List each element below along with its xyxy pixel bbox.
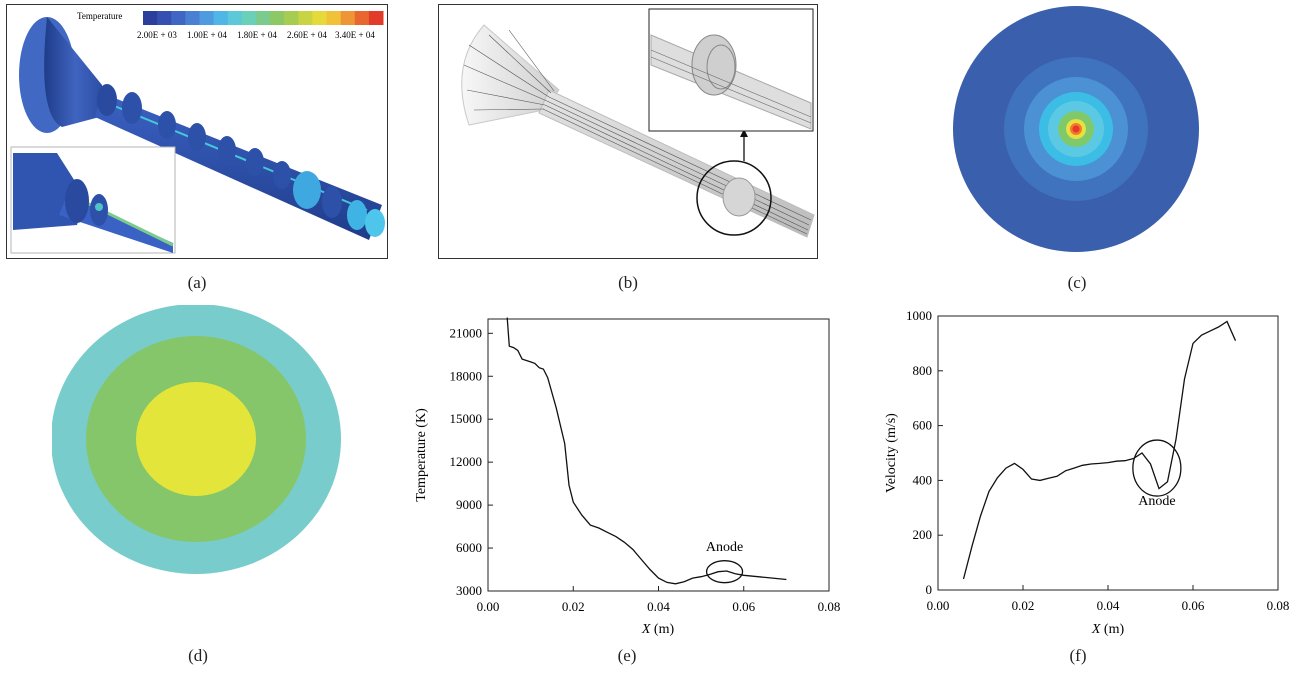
chart-marks: 0.00 0.02 0.04 0.06 0.08 3000 6000 9000 12000 150… — [450, 317, 841, 614]
y-tick-label: 9000 — [456, 497, 482, 512]
legend-label: 2.60E + 04 — [287, 30, 327, 40]
anode-annotation: Anode — [706, 540, 743, 555]
cross-section-disk-d — [51, 304, 341, 574]
colorbar-swatch — [284, 11, 299, 25]
anode-bulge — [722, 177, 756, 217]
y-tick-label: 400 — [913, 472, 933, 487]
plot-frame — [937, 315, 1279, 591]
x-tick-label: 0.04 — [1097, 598, 1120, 613]
temperature-line-chart: Temperature (K) X (m) 0.00 0.02 0.04 0.06 0.… — [414, 317, 841, 637]
x-axis-label-unit: (m) — [650, 622, 674, 637]
colorbar-swatch — [143, 11, 158, 25]
colorbar-swatch — [255, 11, 271, 25]
x-axis-label-unit: (m) — [1100, 622, 1124, 637]
velocity-line-chart: Velocity (m/s) X (m) 0.00 0.02 0.04 0.06 0.0… — [884, 308, 1289, 637]
x-axis-label-symbol: X — [641, 622, 651, 637]
y-tick-label: 18000 — [450, 368, 483, 383]
panel-a-inset — [10, 146, 176, 254]
legend-label: 3.40E + 04 — [335, 30, 375, 40]
y-tick-label: 15000 — [450, 411, 483, 426]
x-axis-label: X (m) — [641, 622, 675, 637]
panel-b-flow-lines — [461, 8, 815, 238]
y-tick-label: 12000 — [450, 454, 483, 469]
panel-f: Velocity (m/s) X (m) 0.00 0.02 0.04 0.06 0.0… — [875, 308, 1295, 638]
y-tick-label: 200 — [913, 527, 933, 542]
legend-label: 1.00E + 04 — [187, 30, 227, 40]
colorbar-swatch — [368, 11, 384, 25]
x-axis-label-symbol: X — [1091, 622, 1101, 637]
y-axis-label: Temperature (K) — [414, 408, 429, 502]
tube-rings — [97, 84, 385, 237]
caption-b: (b) — [618, 273, 638, 292]
x-tick-label: 0.06 — [1182, 598, 1205, 613]
x-tick-label: 0.08 — [1267, 598, 1290, 613]
x-tick-label: 0.02 — [1012, 598, 1035, 613]
x-tick-label: 0.06 — [732, 599, 755, 614]
legend-labels: 2.00E + 03 1.00E + 04 1.80E + 04 2.60E +… — [137, 30, 375, 40]
cone-body — [44, 17, 107, 127]
colorbar-swatch — [157, 11, 172, 25]
legend-label: 2.00E + 03 — [137, 30, 177, 40]
colorbar-swatch — [354, 11, 370, 25]
y-axis-label: Velocity (m/s) — [884, 413, 899, 493]
x-tick-label: 0.02 — [562, 599, 585, 614]
anode-annotation: Anode — [1138, 494, 1175, 509]
anode-circle — [705, 560, 744, 584]
y-tick-label: 6000 — [456, 540, 482, 555]
colorbar-swatch — [213, 11, 229, 25]
y-tick-label: 800 — [913, 363, 933, 378]
panel-b — [438, 4, 818, 259]
anode-circle — [1132, 439, 1182, 497]
temperature-ring — [1072, 125, 1080, 133]
colorbar-swatch — [199, 11, 215, 25]
caption-f: (f) — [1069, 646, 1087, 665]
x-tick-label: 0.00 — [927, 598, 950, 613]
panel-a-torch-3d: Temperature 2.00E + 03 1.00E + 04 1.80E … — [10, 11, 385, 254]
caption-e: (e) — [617, 646, 637, 665]
cross-section-temperature-disk — [953, 6, 1199, 252]
zoom-arrow-head — [740, 129, 748, 137]
colorbar-swatch — [241, 11, 257, 25]
chart-marks: 0.00 0.02 0.04 0.06 0.08 0 200 400 600 800 1000 Ano… — [906, 308, 1289, 613]
caption-c: (c) — [1067, 273, 1087, 292]
plot-frame — [487, 318, 830, 592]
y-tick-label: 21000 — [450, 325, 483, 340]
x-axis-label: X (m) — [1091, 622, 1125, 637]
series-line — [962, 320, 1237, 580]
colorbar-swatch — [340, 11, 356, 25]
x-tick-label: 0.00 — [477, 599, 500, 614]
cross-section-ring — [136, 382, 256, 496]
legend-label: 1.80E + 04 — [237, 30, 277, 40]
caption-d: (d) — [188, 646, 208, 665]
x-tick-label: 0.08 — [818, 599, 841, 614]
colorbar-swatch — [227, 11, 243, 25]
x-tick-label: 0.04 — [647, 599, 670, 614]
temperature-colorbar — [143, 11, 384, 25]
caption-a: (a) — [187, 273, 207, 292]
panel-b-inset — [648, 8, 814, 132]
panel-d — [51, 304, 348, 575]
legend-title: Temperature — [77, 11, 122, 21]
y-tick-label: 0 — [926, 582, 933, 597]
colorbar-swatch — [270, 11, 285, 25]
panel-c — [953, 4, 1199, 254]
y-tick-label: 3000 — [456, 583, 482, 598]
gray-cone — [461, 24, 560, 126]
colorbar-swatch — [326, 11, 342, 25]
series-line — [506, 317, 787, 585]
panel-e: Temperature (K) X (m) 0.00 0.02 0.04 0.06 0.… — [405, 308, 845, 638]
colorbar-swatch — [298, 11, 313, 25]
streamlines — [463, 29, 812, 235]
colorbar-swatch — [185, 11, 200, 25]
colorbar-swatch — [171, 11, 186, 25]
y-tick-label: 1000 — [906, 308, 932, 323]
y-tick-label: 600 — [913, 418, 933, 433]
panel-a: Temperature 2.00E + 03 1.00E + 04 1.80E … — [6, 4, 388, 259]
anode-highlight-circle — [696, 160, 772, 236]
colorbar-swatch — [312, 11, 328, 25]
